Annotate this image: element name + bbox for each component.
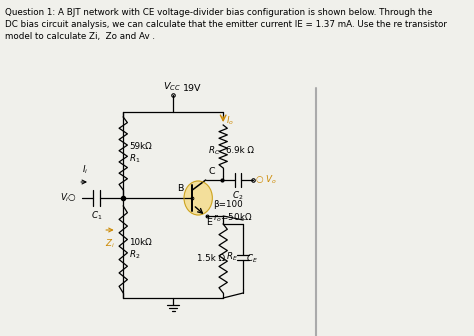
Text: DC bias circuit analysis, we can calculate that the emitter current IE = 1.37 mA: DC bias circuit analysis, we can calcula… (5, 20, 447, 29)
Text: E: E (207, 218, 212, 227)
Text: model to calculate Zi,  Zo and Av .: model to calculate Zi, Zo and Av . (5, 32, 155, 41)
Text: $Z_i$: $Z_i$ (105, 238, 115, 251)
Text: ○ $V_o$: ○ $V_o$ (255, 174, 277, 186)
Text: β=100: β=100 (213, 200, 243, 209)
Text: B: B (177, 184, 184, 193)
Text: Question 1: A BJT network with CE voltage-divider bias configuration is shown be: Question 1: A BJT network with CE voltag… (5, 8, 432, 17)
Text: 19V: 19V (183, 84, 202, 93)
Text: 10kΩ: 10kΩ (129, 238, 152, 247)
Text: $r_o$=50kΩ: $r_o$=50kΩ (213, 211, 253, 223)
Text: $R_2$: $R_2$ (129, 248, 140, 261)
Text: $I_o$: $I_o$ (226, 115, 234, 127)
Circle shape (184, 181, 212, 215)
Text: $V_i$○: $V_i$○ (60, 192, 77, 204)
Text: $I_i$: $I_i$ (82, 164, 88, 176)
Text: $R_C$: $R_C$ (209, 144, 221, 157)
Text: $C_1$: $C_1$ (91, 209, 102, 221)
Text: $R_1$: $R_1$ (129, 152, 140, 165)
Text: 59kΩ: 59kΩ (129, 142, 152, 151)
Text: C: C (208, 167, 215, 176)
Text: $V_{CC}$: $V_{CC}$ (163, 81, 181, 93)
Text: 6.9k Ω: 6.9k Ω (226, 146, 254, 155)
Text: $C_2$: $C_2$ (232, 189, 244, 202)
Text: $R_E$: $R_E$ (226, 250, 237, 263)
Text: 1.5k Ω: 1.5k Ω (197, 254, 225, 263)
Text: $C_E$: $C_E$ (246, 252, 257, 265)
